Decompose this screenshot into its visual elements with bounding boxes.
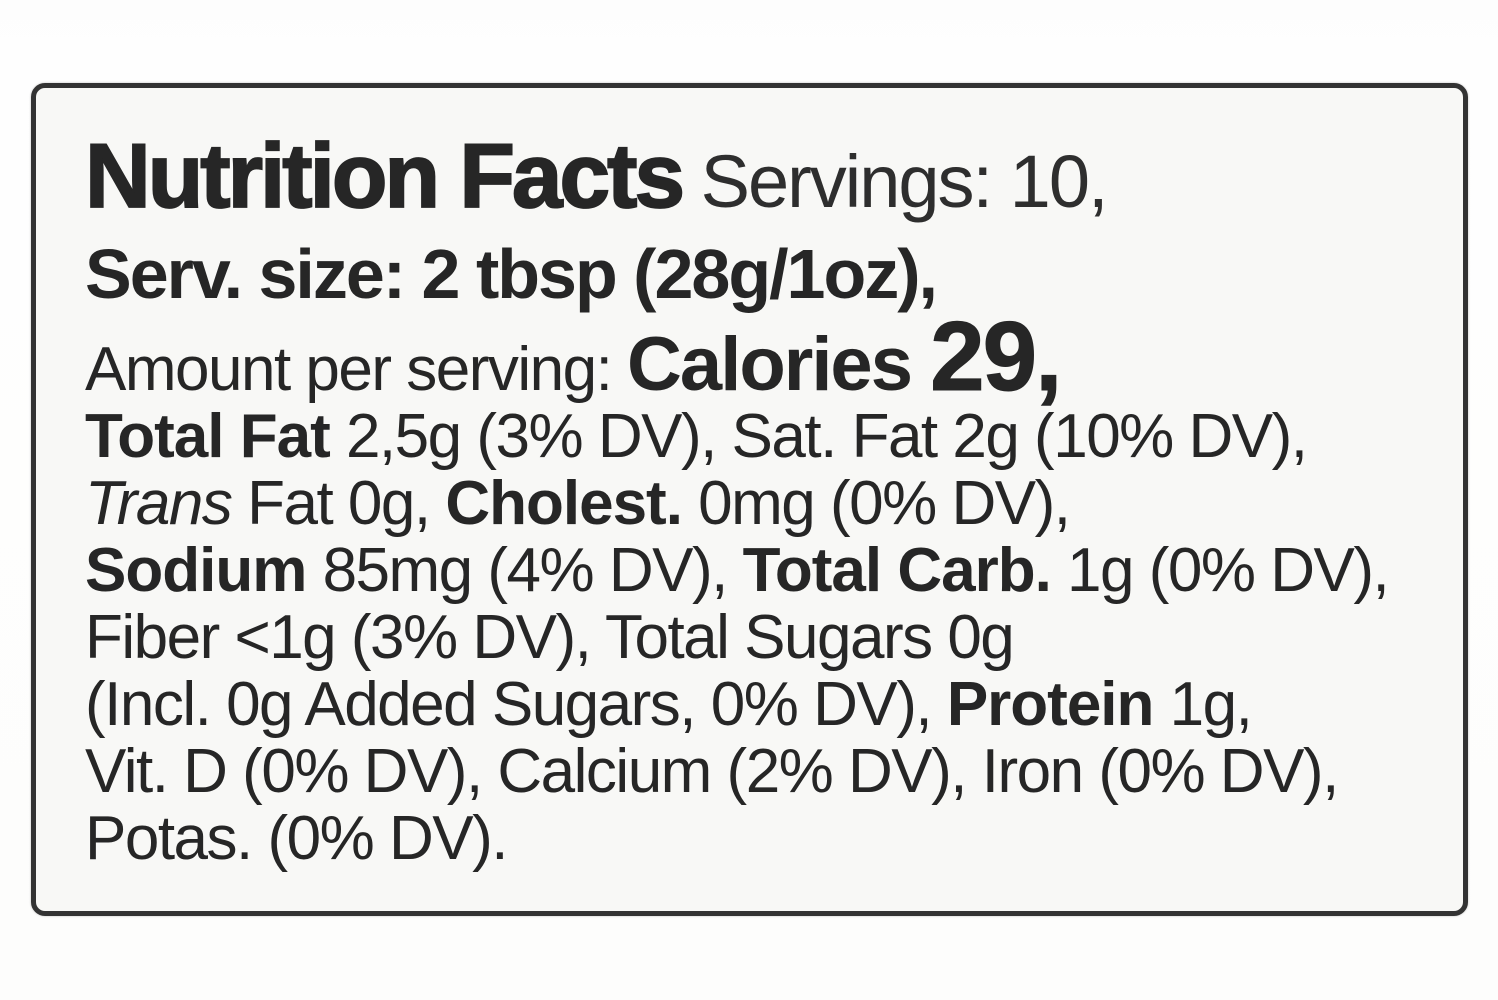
total-fat-line-segment-1: 2,5g (3% DV), Sat. Fat 2g (10% DV), [345, 402, 1308, 471]
label-text-block: Nutrition Facts Servings: 10, Serv. size:… [36, 88, 1463, 911]
title-line: Nutrition Facts Servings: 10, [84, 123, 1443, 229]
title-line-segment-1: Servings: 10, [682, 140, 1109, 223]
fiber-sugars-line-segment-0: Fiber <1g (3% DV), Total Sugars 0g [85, 603, 1015, 672]
potassium-line: Potas. (0% DV). [85, 805, 1443, 872]
trans-fat-cholesterol-line: Trans Fat 0g, Cholest. 0mg (0% DV), [85, 470, 1443, 537]
calories-line-segment-2: 29, [930, 301, 1063, 411]
calories-line: Amount per serving: Calories 29, [85, 307, 1443, 406]
sodium-carb-line-segment-1: 85mg (4% DV), [322, 536, 743, 605]
calories-line-segment-0: Amount per serving: [85, 335, 628, 404]
vitamins-minerals-line-segment-0: Vit. D (0% DV), Calcium (2% DV), Iron (0… [85, 737, 1339, 806]
sodium-carb-line-segment-2: Total Carb. [742, 536, 1068, 605]
added-sugars-protein-line-segment-0: (Incl. 0g Added Sugars, 0% DV), [85, 670, 947, 739]
sodium-carb-line-segment-3: 1g (0% DV), [1067, 536, 1390, 605]
potassium-line-segment-0: Potas. (0% DV). [85, 804, 508, 873]
added-sugars-protein-line-segment-1: Protein [946, 670, 1170, 739]
sodium-carb-line-segment-0: Sodium [85, 536, 323, 605]
title-line-segment-0: Nutrition Facts [84, 125, 686, 228]
trans-fat-cholesterol-line-segment-2: Cholest. [445, 469, 699, 538]
vitamins-minerals-line: Vit. D (0% DV), Calcium (2% DV), Iron (0… [85, 738, 1443, 805]
serving-size-line-segment-0: Serv. size: 2 tbsp (28g/1oz), [85, 235, 938, 313]
total-fat-line-segment-0: Total Fat [85, 402, 346, 471]
trans-fat-cholesterol-line-segment-3: 0mg (0% DV), [698, 469, 1071, 538]
trans-fat-cholesterol-line-segment-0: Trans [85, 469, 233, 538]
calories-line-segment-1: Calories [627, 322, 931, 407]
added-sugars-protein-line: (Incl. 0g Added Sugars, 0% DV), Protein … [85, 671, 1443, 738]
total-fat-line: Total Fat 2,5g (3% DV), Sat. Fat 2g (10%… [85, 403, 1443, 470]
added-sugars-protein-line-segment-2: 1g, [1169, 670, 1253, 739]
trans-fat-cholesterol-line-segment-1: Fat 0g, [231, 469, 446, 538]
nutrition-facts-label: Nutrition Facts Servings: 10, Serv. size:… [31, 83, 1468, 916]
sodium-carb-line: Sodium 85mg (4% DV), Total Carb. 1g (0% … [85, 537, 1443, 604]
fiber-sugars-line: Fiber <1g (3% DV), Total Sugars 0g [85, 604, 1443, 671]
serving-size-line: Serv. size: 2 tbsp (28g/1oz), [85, 229, 1443, 323]
